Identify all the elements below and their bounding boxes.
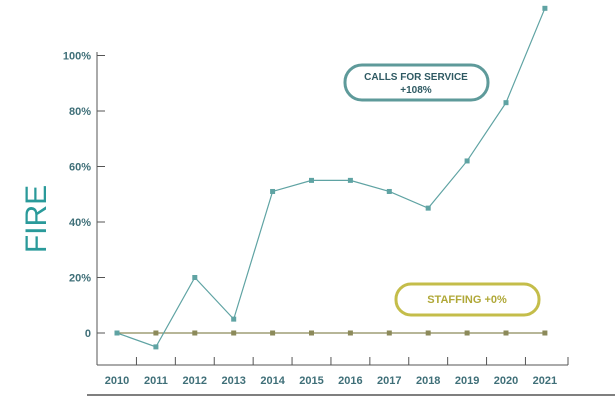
calls-annotation-line1: CALLS FOR SERVICE [364, 72, 468, 83]
x-tick-label: 2019 [455, 375, 479, 387]
point-staffing [503, 330, 509, 336]
y-tick-label: 40% [69, 217, 91, 229]
staffing-annotation: STAFFING +0% [394, 282, 541, 317]
y-tick-label: 20% [69, 273, 91, 285]
point-staffing [386, 330, 392, 336]
x-tick-label: 2015 [299, 375, 323, 387]
side-title: FIRE [20, 185, 53, 253]
point-calls [542, 5, 548, 11]
point-calls [270, 188, 276, 194]
point-calls [114, 330, 120, 336]
x-tick-label: 2011 [144, 375, 168, 387]
x-ticks: 2010 2011 2012 2013 2014 2015 2016 2017 2018 2019… [105, 357, 569, 387]
x-tick-label: 2018 [416, 375, 440, 387]
y-tick-label: 0 [85, 328, 91, 340]
point-calls [153, 344, 159, 350]
point-calls [309, 177, 314, 183]
calls-annotation-box [343, 63, 490, 102]
x-tick-label: 2013 [221, 375, 245, 387]
point-staffing [153, 330, 159, 336]
point-calls [503, 100, 509, 106]
point-staffing [192, 330, 198, 336]
y-tick-label: 60% [69, 162, 91, 174]
x-tick-label: 2012 [183, 375, 207, 387]
series-line-calls [116, 8, 546, 348]
point-staffing [464, 330, 470, 336]
staffing-annotation-text: STAFFING +0% [427, 294, 507, 306]
point-calls [464, 158, 470, 164]
calls-annotation: CALLS FOR SERVICE +108% [343, 63, 490, 102]
point-calls [347, 177, 353, 183]
point-staffing [347, 330, 353, 336]
point-calls [425, 205, 431, 211]
point-calls [231, 316, 237, 322]
axes: 2010 2011 2012 2013 2014 2015 2016 2017 2018 2019… [63, 51, 569, 387]
staffing-annotation-box [394, 282, 541, 317]
point-calls [192, 275, 198, 280]
point-calls [386, 188, 392, 194]
x-tick-label: 2021 [533, 375, 557, 387]
point-staffing [542, 330, 548, 336]
y-tick-label: 100% [63, 51, 91, 63]
x-tick-label: 2017 [377, 375, 401, 387]
calls-annotation-line2: +108% [400, 85, 432, 96]
series-layer [114, 5, 548, 350]
y-ticks: 0 20% 40% 60% 80% 100% [63, 51, 105, 340]
x-tick-label: 2010 [105, 375, 129, 387]
point-staffing [309, 330, 314, 336]
point-staffing [231, 330, 237, 336]
x-tick-label: 2014 [260, 375, 285, 387]
x-tick-label: 2016 [338, 375, 362, 387]
y-tick-label: 80% [69, 106, 91, 118]
point-staffing [425, 330, 431, 336]
point-staffing [270, 330, 276, 336]
x-tick-label: 2020 [494, 375, 518, 387]
